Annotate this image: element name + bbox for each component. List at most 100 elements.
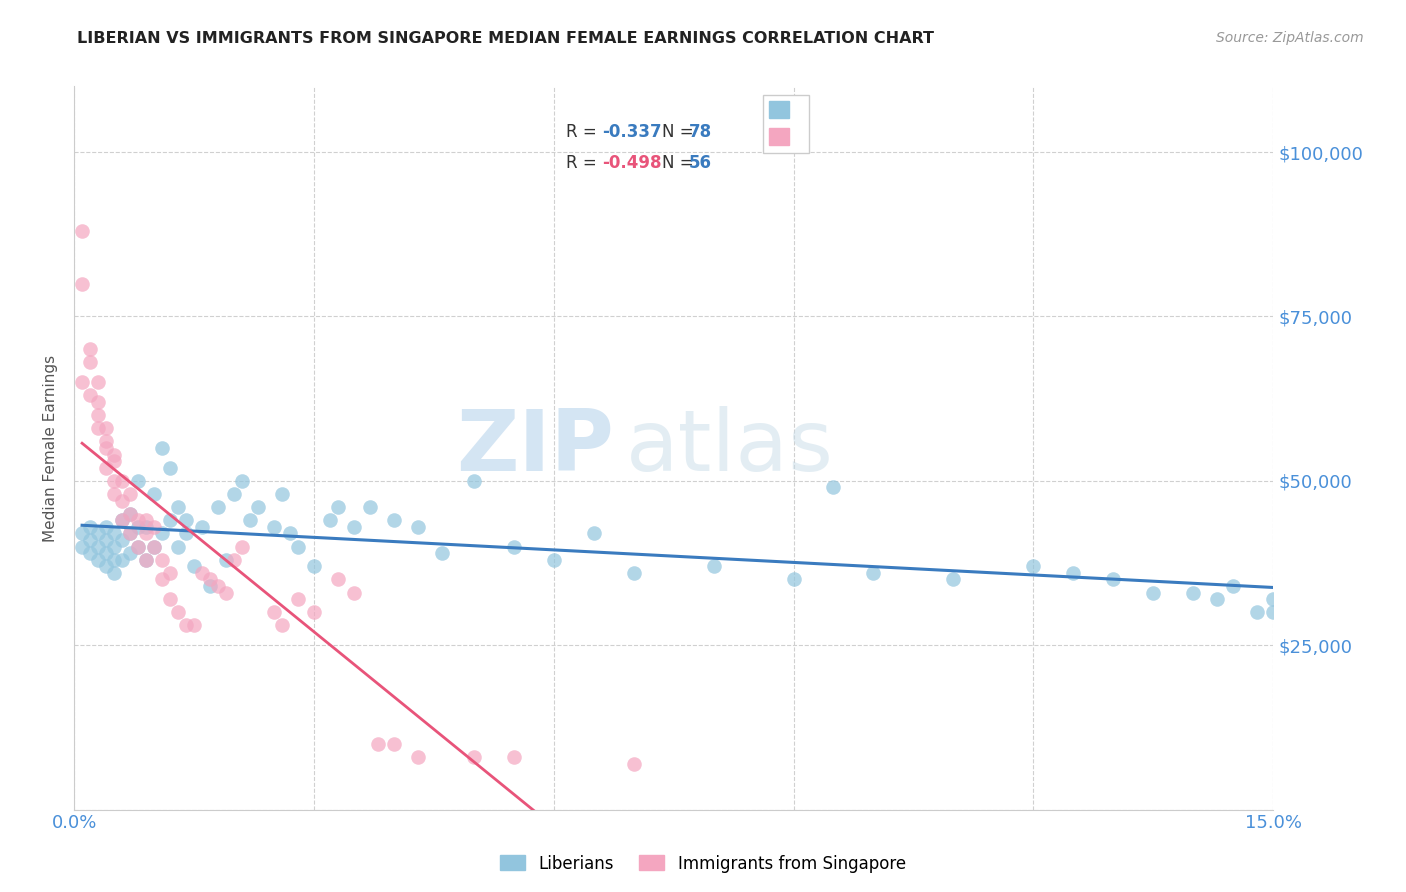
Point — [127, 520, 149, 534]
Point — [70, 540, 93, 554]
Point — [159, 460, 181, 475]
Point — [382, 737, 405, 751]
Point — [1263, 605, 1285, 619]
Point — [502, 750, 524, 764]
Point — [183, 618, 205, 632]
Point — [406, 520, 429, 534]
Point — [87, 552, 110, 566]
Point — [239, 513, 262, 527]
Point — [94, 421, 117, 435]
Point — [103, 454, 125, 468]
Point — [103, 448, 125, 462]
Point — [111, 513, 134, 527]
Point — [278, 526, 301, 541]
Point — [94, 460, 117, 475]
Text: ZIP: ZIP — [456, 407, 613, 490]
Point — [87, 408, 110, 422]
Point — [70, 375, 93, 389]
Legend: Liberians, Immigrants from Singapore: Liberians, Immigrants from Singapore — [494, 848, 912, 880]
Text: -0.337: -0.337 — [602, 122, 661, 141]
Point — [87, 375, 110, 389]
Point — [143, 540, 166, 554]
Point — [1206, 592, 1229, 607]
Text: 78: 78 — [689, 122, 713, 141]
Point — [263, 520, 285, 534]
Point — [167, 540, 190, 554]
Point — [150, 526, 173, 541]
Point — [174, 526, 197, 541]
Point — [1022, 559, 1045, 574]
Legend: , : , — [762, 95, 810, 153]
Point — [367, 737, 389, 751]
Point — [623, 756, 645, 771]
Point — [302, 605, 325, 619]
Text: R =: R = — [565, 122, 602, 141]
Point — [70, 277, 93, 291]
Point — [135, 552, 157, 566]
Point — [183, 559, 205, 574]
Point — [94, 559, 117, 574]
Point — [1102, 573, 1125, 587]
Point — [782, 573, 804, 587]
Point — [207, 500, 229, 515]
Point — [79, 343, 101, 357]
Point — [118, 507, 141, 521]
Point — [862, 566, 884, 580]
Point — [87, 421, 110, 435]
Point — [359, 500, 381, 515]
Point — [94, 434, 117, 449]
Point — [1142, 585, 1164, 599]
Text: Source: ZipAtlas.com: Source: ZipAtlas.com — [1216, 31, 1364, 45]
Point — [823, 480, 845, 494]
Point — [942, 573, 965, 587]
Point — [103, 487, 125, 501]
Point — [1182, 585, 1205, 599]
Point — [159, 566, 181, 580]
Point — [127, 513, 149, 527]
Point — [1263, 592, 1285, 607]
Point — [174, 618, 197, 632]
Point — [198, 573, 221, 587]
Point — [150, 552, 173, 566]
Point — [222, 487, 245, 501]
Text: N =: N = — [662, 122, 699, 141]
Point — [159, 592, 181, 607]
Point — [118, 487, 141, 501]
Point — [215, 552, 238, 566]
Point — [79, 355, 101, 369]
Point — [118, 526, 141, 541]
Point — [150, 441, 173, 455]
Text: N =: N = — [662, 153, 699, 171]
Point — [143, 487, 166, 501]
Point — [118, 546, 141, 560]
Point — [111, 552, 134, 566]
Point — [70, 224, 93, 238]
Point — [406, 750, 429, 764]
Point — [343, 585, 366, 599]
Point — [87, 395, 110, 409]
Point — [70, 526, 93, 541]
Point — [127, 540, 149, 554]
Text: atlas: atlas — [626, 407, 834, 490]
Point — [135, 526, 157, 541]
Point — [94, 441, 117, 455]
Point — [1222, 579, 1244, 593]
Point — [87, 540, 110, 554]
Point — [103, 552, 125, 566]
Text: LIBERIAN VS IMMIGRANTS FROM SINGAPORE MEDIAN FEMALE EARNINGS CORRELATION CHART: LIBERIAN VS IMMIGRANTS FROM SINGAPORE ME… — [77, 31, 935, 46]
Point — [207, 579, 229, 593]
Point — [143, 520, 166, 534]
Point — [231, 474, 253, 488]
Point — [94, 533, 117, 547]
Point — [118, 526, 141, 541]
Point — [222, 552, 245, 566]
Point — [215, 585, 238, 599]
Point — [150, 573, 173, 587]
Point — [191, 566, 214, 580]
Point — [326, 573, 349, 587]
Point — [111, 533, 134, 547]
Point — [502, 540, 524, 554]
Point — [79, 546, 101, 560]
Point — [103, 526, 125, 541]
Point — [159, 513, 181, 527]
